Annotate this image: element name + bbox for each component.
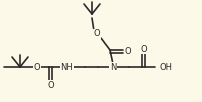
Text: NH: NH (60, 63, 73, 72)
Text: O: O (140, 44, 146, 54)
Text: N: N (109, 63, 116, 72)
Text: O: O (124, 47, 131, 56)
Text: OH: OH (159, 63, 172, 72)
Text: O: O (47, 80, 54, 89)
Text: O: O (34, 63, 40, 72)
Text: O: O (93, 29, 100, 38)
